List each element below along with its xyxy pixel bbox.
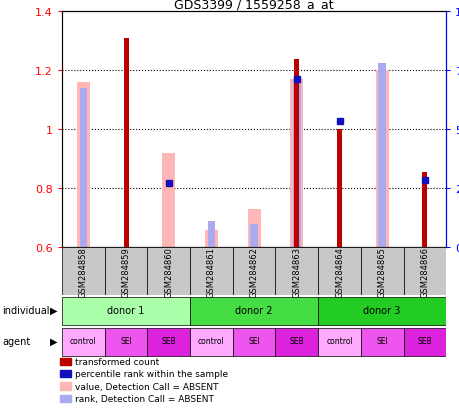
Text: GSM284859: GSM284859 [121, 246, 130, 297]
Bar [77, 83, 90, 248]
Bar [275, 328, 318, 356]
Bar [294, 59, 299, 248]
Text: SEB: SEB [289, 337, 303, 346]
Bar [205, 230, 218, 248]
Text: value, Detection Call = ABSENT: value, Detection Call = ABSENT [75, 382, 218, 391]
Bar [360, 248, 403, 295]
Bar [377, 64, 385, 248]
Bar [147, 328, 190, 356]
Text: GSM284863: GSM284863 [291, 246, 301, 297]
Text: SEB: SEB [161, 337, 176, 346]
Bar [79, 89, 87, 248]
Bar [190, 328, 232, 356]
Bar [336, 130, 341, 248]
Text: GSM284864: GSM284864 [334, 246, 343, 297]
Text: GSM284866: GSM284866 [420, 246, 428, 297]
Bar [318, 248, 360, 295]
Bar [147, 248, 190, 295]
Text: GSM284860: GSM284860 [164, 246, 173, 297]
Bar [250, 224, 257, 248]
Text: SEI: SEI [248, 337, 259, 346]
Bar [403, 328, 445, 356]
Bar [290, 80, 302, 248]
Bar [292, 80, 300, 248]
Text: percentile rank within the sample: percentile rank within the sample [75, 369, 228, 378]
Text: GSM284861: GSM284861 [207, 246, 216, 297]
Bar [318, 328, 360, 356]
Bar [190, 248, 232, 295]
Text: control: control [198, 337, 224, 346]
Bar [375, 71, 388, 248]
Text: transformed count: transformed count [75, 357, 159, 366]
Text: GSM284865: GSM284865 [377, 246, 386, 297]
Text: ▶: ▶ [50, 336, 57, 346]
Text: donor 2: donor 2 [235, 305, 272, 315]
Text: ▶: ▶ [50, 305, 57, 315]
Text: control: control [325, 337, 352, 346]
Text: SEB: SEB [417, 337, 431, 346]
Bar [62, 248, 105, 295]
Text: SEI: SEI [375, 337, 387, 346]
Text: agent: agent [2, 336, 30, 346]
Bar [247, 209, 260, 248]
Bar [162, 154, 175, 248]
Text: donor 3: donor 3 [363, 305, 400, 315]
Text: SEI: SEI [120, 337, 132, 346]
Text: GSM284858: GSM284858 [79, 246, 88, 297]
Bar [275, 248, 318, 295]
Bar [403, 248, 445, 295]
Bar [232, 328, 275, 356]
Bar [421, 173, 426, 248]
Bar [105, 248, 147, 295]
Text: individual: individual [2, 305, 50, 315]
Text: donor 1: donor 1 [107, 305, 145, 315]
Bar [123, 39, 129, 248]
Bar [207, 221, 215, 248]
Bar [190, 297, 318, 325]
Bar [360, 328, 403, 356]
Text: rank, Detection Call = ABSENT: rank, Detection Call = ABSENT [75, 394, 213, 403]
Bar [318, 297, 445, 325]
Bar [62, 328, 105, 356]
Text: GSM284862: GSM284862 [249, 246, 258, 297]
Bar [62, 297, 190, 325]
Title: GDS3399 / 1559258_a_at: GDS3399 / 1559258_a_at [174, 0, 333, 11]
Bar [232, 248, 275, 295]
Bar [105, 328, 147, 356]
Text: control: control [70, 337, 96, 346]
